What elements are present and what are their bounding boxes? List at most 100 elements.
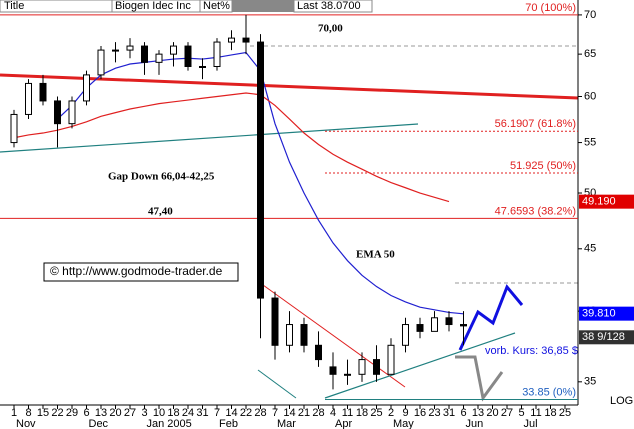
candle-body (155, 53, 163, 63)
candle-body (300, 324, 308, 346)
y-tick-label: 45 (584, 243, 596, 255)
candle-body (344, 373, 351, 376)
up-trend-line (324, 332, 516, 399)
candle-body (358, 359, 366, 375)
fib-label: 51.925 (50%) (510, 160, 576, 172)
last-box (293, 0, 373, 13)
month-label: Jan 2005 (147, 418, 192, 429)
candle-body (54, 100, 61, 125)
x-tick-label: 14 (283, 407, 295, 419)
projection-down (455, 355, 504, 402)
header-mode[interactable]: Net% (203, 0, 230, 12)
price-marker (579, 306, 634, 321)
support-line (0, 123, 419, 153)
candle-body (228, 37, 235, 43)
y-tick-label: 70 (584, 9, 596, 21)
price-marker-label: 38 9/128 (582, 331, 625, 343)
x-tick-label: 18 (356, 407, 368, 419)
x-tick-label: 27 (501, 407, 513, 419)
candle-body (445, 317, 453, 326)
x-tick-label: 10 (153, 407, 165, 419)
candle-body (10, 113, 18, 144)
x-tick-label: 1 (11, 407, 17, 419)
candle-body (271, 297, 279, 346)
candle-body (25, 82, 32, 115)
candle-body (170, 45, 177, 55)
fib-label: 33.85 (0%) (522, 386, 576, 398)
candle-body (416, 324, 424, 332)
y-tick-label: 60 (584, 90, 596, 102)
x-tick-label: 6 (460, 407, 466, 419)
month-label: Apr (335, 418, 352, 429)
y-tick-label: 35 (584, 376, 596, 388)
x-tick-label: 16 (414, 407, 426, 419)
x-tick-label: 31 (443, 407, 455, 419)
month-label: Feb (219, 418, 238, 429)
candle-body (257, 41, 264, 299)
x-tick-label: 13 (472, 407, 484, 419)
candle-body (126, 45, 134, 51)
candle-body (213, 41, 221, 67)
x-tick-label: 29 (66, 407, 78, 419)
x-tick-label: 7 (272, 407, 278, 419)
candle-body (431, 317, 438, 332)
candle-body (83, 74, 90, 102)
x-tick-label: 11 (342, 407, 353, 419)
gray-box (232, 0, 294, 12)
month-label: Jul (524, 418, 538, 429)
candle-body (112, 49, 119, 52)
candle-body (242, 37, 250, 43)
x-tick-label: 13 (95, 407, 107, 419)
header-last: Last 38.0700 (297, 0, 361, 12)
candle-body (329, 366, 337, 375)
fib-label: 70 (100%) (525, 2, 576, 14)
x-tick-label: 22 (51, 407, 63, 419)
candle-body (286, 324, 293, 346)
annotation: Gap Down 66,04-42,25 (108, 171, 215, 183)
source-box (43, 262, 239, 282)
candle-body (402, 324, 409, 346)
price-marker (579, 330, 634, 345)
y-tick-label: 55 (584, 136, 596, 148)
candle-body (141, 45, 148, 63)
x-tick-label: 6 (83, 407, 89, 419)
down-trend-line (262, 284, 406, 388)
candle-body (68, 100, 76, 125)
candle-body (97, 49, 105, 76)
projection-up (458, 284, 524, 351)
x-tick-label: 20 (109, 407, 121, 419)
x-tick-label: 3 (141, 407, 147, 419)
x-tick-label: 4 (330, 407, 336, 419)
fib-label: 56.1907 (61.8%) (495, 118, 576, 130)
channel-line (257, 369, 297, 399)
x-tick-label: 18 (167, 407, 179, 419)
month-label: Jun (466, 418, 484, 429)
x-tick-label: 23 (428, 407, 440, 419)
scale-label: LOG (610, 395, 633, 407)
x-tick-label: 27 (124, 407, 136, 419)
month-label: Dec (89, 418, 109, 429)
fib-label: 47.6593 (38.2%) (495, 205, 576, 217)
x-tick-label: 24 (182, 407, 194, 419)
candle-body (387, 344, 395, 375)
header-symbol: Biogen Idec Inc (115, 0, 191, 12)
x-tick-label: 11 (530, 407, 541, 419)
x-tick-label: 9 (402, 407, 408, 419)
annotation: 47,40 (148, 206, 173, 218)
source: © http://www.godmode-trader.de (50, 264, 223, 278)
x-tick-label: 28 (254, 407, 266, 419)
candle-body (460, 324, 467, 327)
month-label: May (393, 418, 414, 429)
price-marker-label: 49.190 (582, 196, 616, 208)
candle-body (315, 344, 322, 361)
header-title[interactable]: Title (4, 0, 24, 12)
x-tick-label: 31 (196, 407, 208, 419)
price-marker-label: 39.810 (582, 308, 616, 320)
y-tick-label: 65 (584, 48, 596, 60)
annotation: vorb. Kurs: 36,85 $ (485, 345, 578, 357)
x-tick-label: 14 (225, 407, 237, 419)
candle-body (39, 82, 47, 102)
x-tick-label: 20 (486, 407, 498, 419)
annotation: 70,00 (318, 23, 343, 35)
